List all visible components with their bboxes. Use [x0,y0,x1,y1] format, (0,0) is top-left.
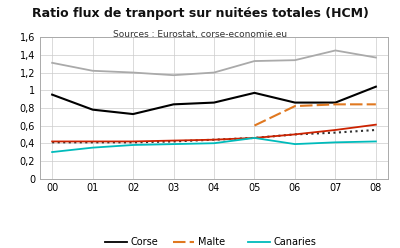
Text: Sources : Eurostat, corse-economie.eu: Sources : Eurostat, corse-economie.eu [113,30,287,39]
Legend: Corse, Chypre, Malte, Baléares, Canaries, Sardaigne: Corse, Chypre, Malte, Baléares, Canaries… [105,237,323,248]
Text: Ratio flux de tranport sur nuitées totales (HCM): Ratio flux de tranport sur nuitées total… [32,7,368,20]
